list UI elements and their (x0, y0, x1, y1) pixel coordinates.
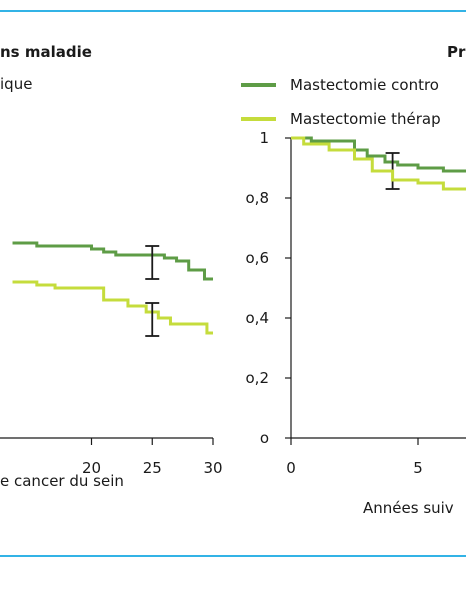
left-series (12, 241, 213, 337)
x-tick-label: 0 (286, 459, 296, 477)
x-tick-label: 30 (203, 459, 222, 477)
x-tick-label: 25 (143, 459, 162, 477)
left-legend-entry: ique (0, 75, 32, 93)
right-x-axis-label: Années suiv (363, 499, 454, 517)
y-tick-label: o,8 (246, 189, 270, 207)
legend-label-control: Mastectomie contro (290, 76, 439, 94)
top-border (0, 10, 466, 12)
left-chart-title: ns maladie (0, 43, 92, 61)
series-line-dark-green (12, 241, 213, 281)
bottom-border (0, 555, 466, 557)
y-tick-label: o,4 (246, 309, 270, 327)
right-chart-title: Pr (447, 43, 466, 61)
x-tick-label: 20 (82, 459, 101, 477)
left-x-axis-label: e cancer du sein (0, 472, 124, 490)
series-line-dark-green (291, 136, 466, 173)
x-tick-label: 5 (413, 459, 423, 477)
right-series (291, 136, 466, 191)
series-line-light-green (12, 280, 213, 335)
left-x-ticks: 20 25 30 (82, 438, 223, 477)
legend-label-therap: Mastectomie thérap (290, 110, 441, 128)
y-tick-label: 1 (259, 129, 269, 147)
right-y-ticks: o o,2 o,4 o,6 o,8 1 (246, 129, 291, 447)
left-panel: ns maladie ique 20 25 30 e cancer du sein (0, 43, 223, 490)
series-line-light-green (291, 136, 466, 191)
y-tick-label: o (260, 429, 269, 447)
right-panel: Pr Mastectomie contro Mastectomie thérap… (241, 43, 466, 517)
y-tick-label: o,6 (246, 249, 270, 267)
y-tick-label: o,2 (246, 369, 270, 387)
